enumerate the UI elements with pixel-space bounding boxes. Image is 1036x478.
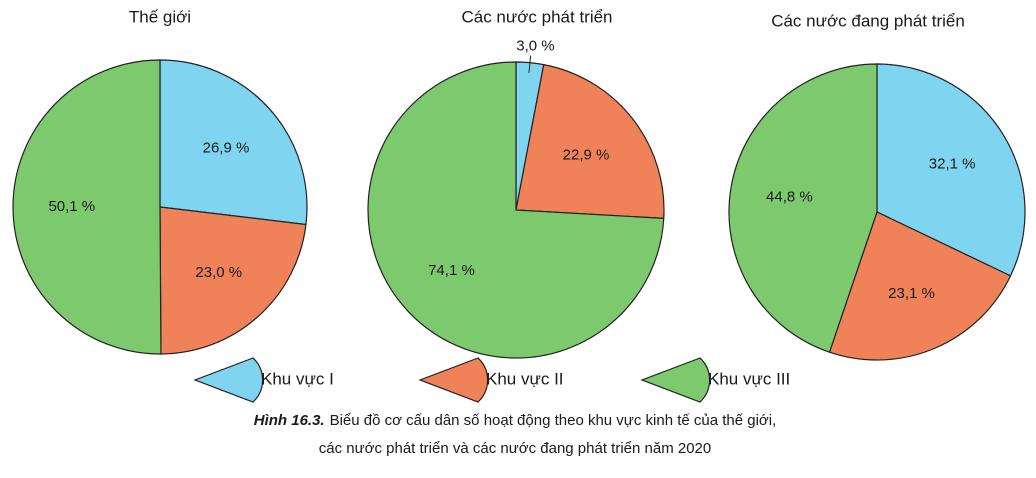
leader-line [528, 55, 532, 74]
value-label: 3,0 % [516, 38, 554, 55]
value-label: 26,9 % [203, 139, 250, 156]
value-label: 23,1 % [888, 285, 935, 302]
legend-swatch [418, 357, 489, 403]
legend-label: Khu vực I [261, 369, 334, 388]
pie-slice: Khu vực II [828, 211, 1012, 361]
value-label: 22,9 % [563, 146, 610, 163]
chart-title: Các nước đang phát triển [771, 11, 965, 30]
pie-slice: Khu vực I [876, 63, 1026, 277]
value-label: 44,8 % [766, 189, 813, 206]
pie-slice: Khu vực III [12, 59, 162, 355]
pie-slice: Khu vực II [515, 63, 665, 219]
pie-slice: Khu vực III [728, 63, 878, 353]
chart-title: Thế giới [129, 7, 191, 26]
legend-label: Khu vực II [486, 369, 564, 388]
value-label: 74,1 % [428, 262, 475, 279]
caption-text: Biểu đồ cơ cấu dân số hoạt động theo khu… [330, 412, 777, 429]
pie-slice: Khu vực II [159, 206, 307, 355]
value-label: 23,0 % [195, 264, 242, 281]
caption-label: Hình 16.3. [254, 412, 325, 429]
value-label: 32,1 % [929, 156, 976, 173]
legend-swatch [640, 357, 711, 403]
pie-slice: Khu vực I [159, 59, 308, 226]
legend-label: Khu vực III [708, 369, 790, 388]
chart-title: Các nước phát triển [461, 7, 612, 26]
legend-swatch [193, 357, 264, 403]
caption-line: Hình 16.3. Biểu đồ cơ cấu dân số hoạt độn… [254, 412, 777, 429]
value-label: 50,1 % [48, 198, 95, 215]
caption-line: các nước phát triển và các nước đang phá… [319, 440, 711, 457]
pie-slice: Khu vực III [367, 61, 665, 359]
